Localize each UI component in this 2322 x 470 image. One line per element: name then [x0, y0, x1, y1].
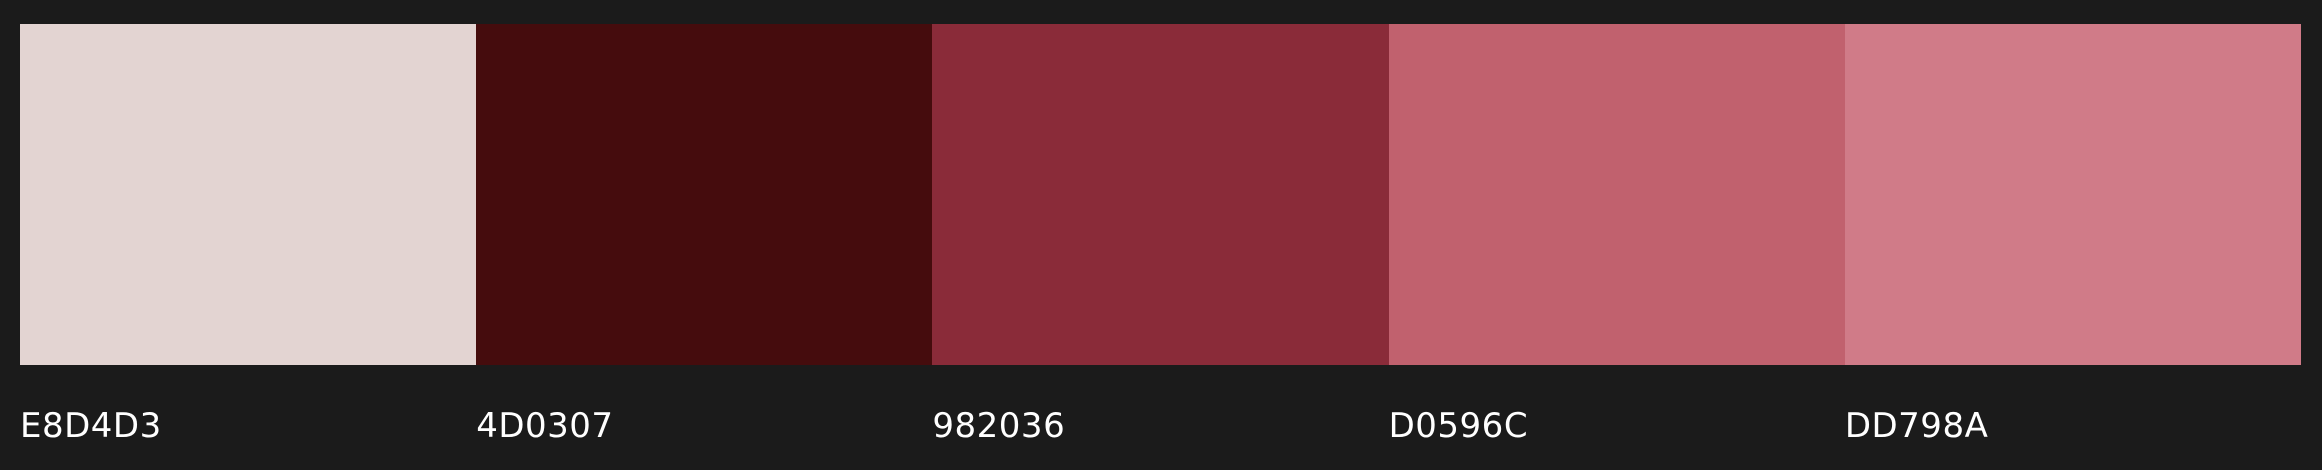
- hex-label-1: E8D4D3: [20, 406, 162, 446]
- color-swatch-5[interactable]: [1844, 24, 2302, 365]
- hex-label-5: DD798A: [1844, 406, 1989, 446]
- color-swatch-4[interactable]: [1388, 24, 1845, 365]
- color-swatch-1[interactable]: [20, 24, 477, 365]
- hex-label-3: 982036: [932, 406, 1066, 446]
- swatch-strip: [20, 24, 2302, 365]
- color-swatch-2[interactable]: [476, 24, 933, 365]
- hex-label-2: 4D0307: [476, 406, 614, 446]
- color-swatch-3[interactable]: [932, 24, 1389, 365]
- swatch-labels: E8D4D3 4D0307 982036 D0596C DD798A: [20, 400, 2301, 452]
- hex-label-4: D0596C: [1388, 406, 1529, 446]
